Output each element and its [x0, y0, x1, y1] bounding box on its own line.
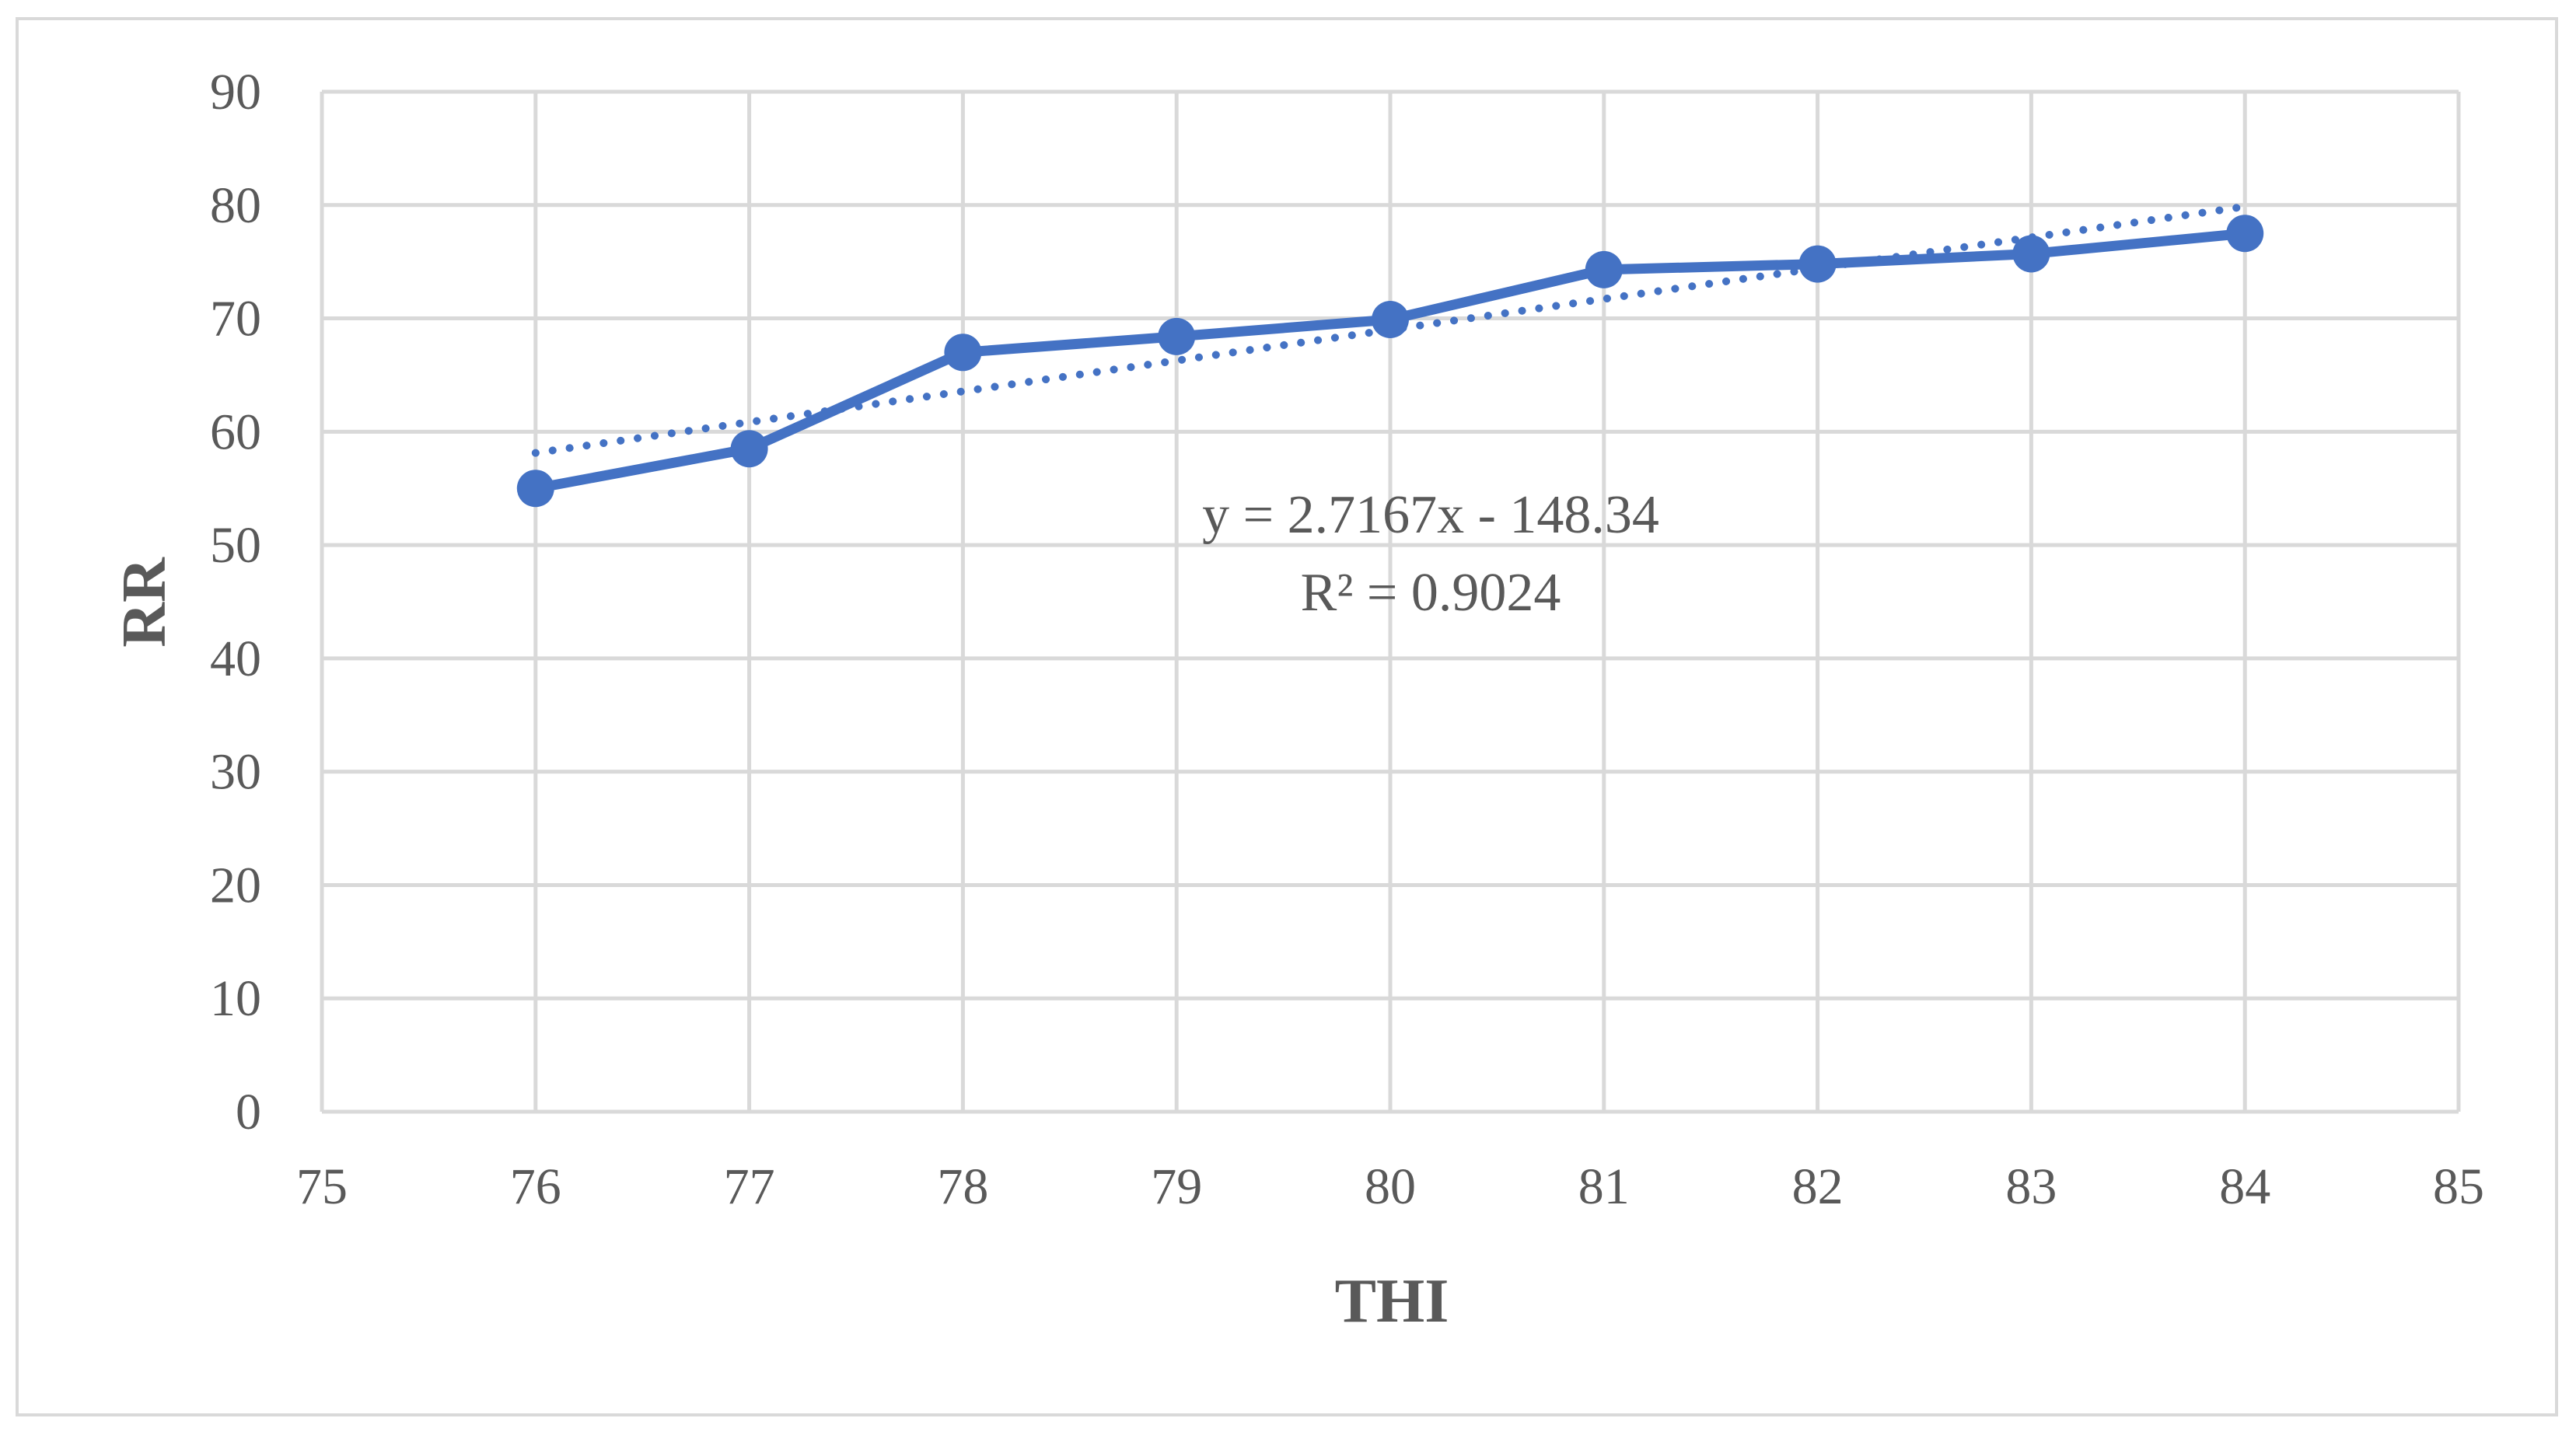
data-point: [1585, 250, 1623, 288]
x-tick-label: 77: [724, 1158, 775, 1215]
y-tick-label: 80: [210, 177, 261, 234]
y-tick-label: 70: [210, 291, 261, 348]
y-tick-label: 60: [210, 403, 261, 460]
x-tick-label: 82: [1792, 1158, 1844, 1215]
data-point: [516, 470, 554, 508]
data-point: [1798, 245, 1837, 283]
trendline-equation: y = 2.7167x - 148.34: [1202, 485, 1659, 545]
chart-frame: [16, 17, 2558, 1416]
x-tick-label: 80: [1365, 1158, 1416, 1215]
y-tick-label: 40: [210, 630, 261, 687]
x-tick-label: 79: [1151, 1158, 1202, 1215]
x-tick-label: 83: [2005, 1158, 2057, 1215]
y-tick-label: 20: [210, 857, 261, 913]
y-tick-label: 0: [236, 1084, 261, 1140]
x-tick-label: 75: [296, 1158, 348, 1215]
x-tick-label: 85: [2433, 1158, 2484, 1215]
y-axis-title: RR: [110, 557, 179, 648]
x-axis-title: THI: [1335, 1267, 1449, 1336]
data-point: [730, 430, 768, 468]
data-point: [1372, 301, 1409, 339]
data-point: [2226, 215, 2264, 253]
x-tick-label: 81: [1578, 1158, 1630, 1215]
r-squared-label: R² = 0.9024: [1301, 563, 1561, 623]
y-tick-label: 10: [210, 970, 261, 1027]
y-tick-labels: 0 10 20 30 40 50 60 70 80 90: [210, 64, 261, 1140]
data-point: [944, 334, 982, 372]
y-tick-label: 50: [210, 517, 261, 574]
x-tick-label: 76: [510, 1158, 561, 1215]
data-point: [1158, 317, 1196, 355]
x-tick-label: 78: [937, 1158, 988, 1215]
x-tick-labels: 75 76 77 78 79 80 81 82 83 84 85: [296, 1158, 2484, 1215]
y-tick-label: 30: [210, 744, 261, 801]
data-point: [2012, 235, 2050, 273]
series-group: [516, 215, 2264, 508]
y-tick-label: 90: [210, 64, 261, 120]
x-tick-label: 84: [2219, 1158, 2270, 1215]
